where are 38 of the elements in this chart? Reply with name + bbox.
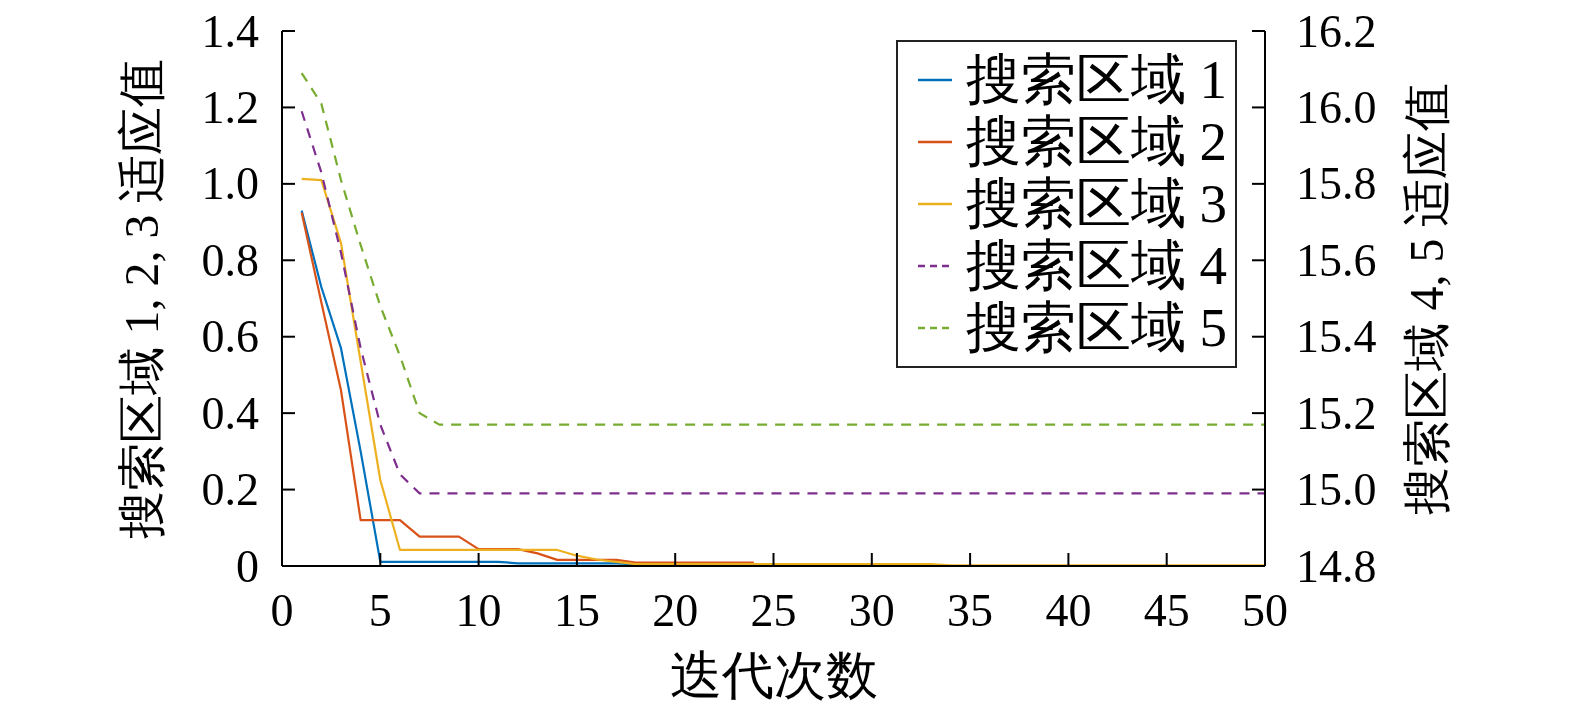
y-tick-label: 0.8 [201, 234, 259, 286]
x-tick-label: 20 [652, 585, 699, 636]
y2-tick-label: 15.4 [1296, 311, 1377, 363]
x-tick-label: 35 [947, 585, 994, 636]
x-tick-label: 15 [553, 585, 600, 636]
line-series [300, 110, 1265, 495]
y-tick-label: 1.2 [201, 81, 259, 133]
y-tick-label: 1.0 [201, 158, 259, 210]
legend-label: 搜索区域 1 [965, 49, 1227, 111]
x-tick-label: 50 [1242, 585, 1288, 636]
legend-label: 搜索区域 2 [965, 111, 1227, 173]
y-tick-label: 0.6 [201, 311, 259, 363]
y-tick-label: 0.2 [201, 464, 259, 516]
y2-tick-label: 15.2 [1296, 387, 1377, 439]
y2-tick-label: 15.6 [1296, 234, 1377, 286]
legend-label: 搜索区域 5 [965, 297, 1227, 359]
y2-tick-label: 15.0 [1296, 464, 1377, 516]
y2-tick-label: 16.2 [1296, 5, 1377, 57]
y-tick-label: 1.4 [201, 5, 259, 57]
y-tick-label: 0 [236, 540, 259, 592]
legend-label: 搜索区域 3 [965, 173, 1227, 235]
legend-label: 搜索区域 4 [965, 235, 1227, 297]
x-tick-label: 5 [368, 585, 392, 636]
x-axis-title: 迭代次数 [669, 646, 878, 704]
y2-tick-label: 16.0 [1296, 81, 1377, 133]
x-tick-label: 0 [270, 585, 294, 636]
x-tick-label: 10 [455, 585, 502, 636]
x-tick-label: 45 [1143, 585, 1190, 636]
y2-tick-label: 14.8 [1296, 540, 1377, 592]
x-tick-label: 25 [750, 585, 797, 636]
line-series [300, 211, 755, 564]
y-axis-title: 搜索区域 1, 2, 3 适应值 [114, 58, 168, 539]
y2-axis-title: 搜索区域 4, 5 适应值 [1399, 82, 1453, 515]
y-tick-label: 0.4 [201, 387, 259, 439]
x-tick-label: 30 [848, 585, 895, 636]
y2-tick-label: 15.8 [1296, 158, 1377, 210]
x-tick-label: 40 [1045, 585, 1092, 636]
line-series [300, 177, 1265, 566]
